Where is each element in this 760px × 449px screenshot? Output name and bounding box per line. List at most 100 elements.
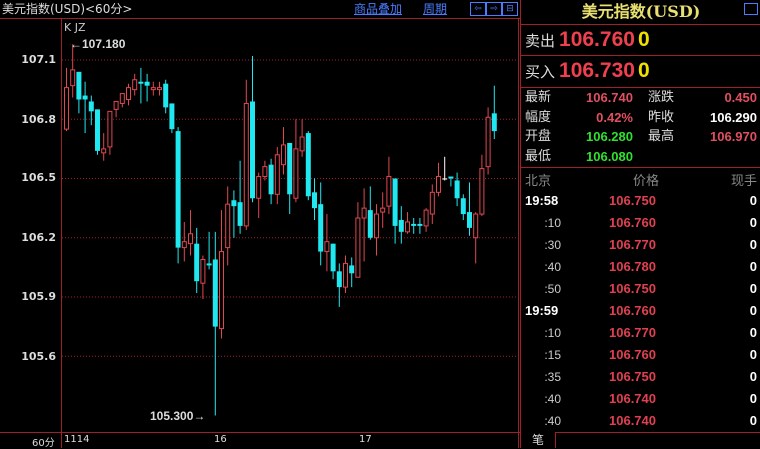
candle-body [460,198,466,215]
candle-body [473,213,479,239]
candle-body [423,209,429,227]
candle-body [448,176,454,179]
candle-body [82,95,88,100]
candlestick-chart[interactable] [0,0,520,448]
chart-title-bar: 美元指数(USD)<60分> 商品叠加 周期 ⇦ ⇨ ⊟ [0,0,520,19]
tick-header-time: 北京 [525,174,552,189]
buy-label: 买入 [525,63,556,81]
date-label: 16 [214,434,227,445]
tick-time: :10 [544,216,561,230]
tick-price: 106.770 [609,237,656,252]
stat-label: 昨收 [648,109,675,125]
candle-body [150,87,156,91]
y-tick: 106.5 [21,171,56,184]
stat-label: 最高 [648,129,675,144]
tick-volume: 0 [749,193,757,208]
stat-value: 0.450 [724,90,757,105]
candle-body [274,154,280,195]
candle-body [256,176,262,199]
quote-panel: 美元指数(USD) 卖出 106.760 0 买入 106.730 0 最新 106.74… [520,0,760,448]
candle-body [163,83,169,108]
sell-quote: 卖出 106.760 0 [525,25,650,55]
low-marker: 105.300→ [150,409,206,423]
overlay-link[interactable]: 商品叠加 [354,2,403,16]
candle-body [169,103,175,130]
tick-price: 106.770 [609,325,656,340]
stat-value: 106.290 [710,109,757,125]
candle-body [250,101,255,199]
candle-body [76,71,82,100]
period-link[interactable]: 周期 [423,2,448,16]
tick-row: :40 106.740 0 [521,410,760,432]
candle-body [324,241,330,253]
candle-body [287,142,293,195]
candle-body [380,207,386,213]
maximize-button[interactable] [744,3,758,15]
divider [521,55,760,56]
candle-body [188,233,193,245]
candle-body [361,207,367,219]
candle-body [157,87,162,91]
candle-body [225,203,231,249]
sell-volume: 0 [637,28,650,51]
candle-body [429,191,435,215]
y-tick: 105.9 [21,290,56,303]
candle-body [293,148,299,199]
y-tick: 106.8 [21,113,56,126]
buy-quote: 买入 106.730 0 [525,56,650,86]
candle-body [299,136,305,152]
divider [521,24,760,25]
tick-header-volume: 现手 [730,174,757,189]
tick-time: 19:59 [525,303,559,318]
chart-title: 美元指数(USD)<60分> [2,2,133,16]
tick-header-price: 价格 [633,174,660,189]
candle-body [70,69,76,87]
tick-price: 106.750 [609,369,656,384]
stat-label: 涨跌 [648,90,675,105]
candle-body [212,259,218,327]
buy-volume: 0 [637,59,650,82]
candle-body [107,110,113,148]
candle-body [454,180,460,199]
tick-price: 106.780 [609,259,656,274]
tick-volume: 0 [749,281,757,296]
scroll-right-button[interactable]: ⇨ [486,2,502,16]
candle-body [330,243,336,272]
candle-body [392,178,398,226]
tick-row: 19:59 106.760 0 [521,300,760,322]
tick-volume: 0 [749,303,757,318]
candle-body [281,144,286,166]
split-view-button[interactable]: ⊟ [502,2,518,16]
scroll-left-button[interactable]: ⇦ [470,2,486,16]
tick-time: :40 [544,414,561,428]
sell-label: 卖出 [525,32,556,50]
candle-body [101,148,107,154]
stat-value: 106.280 [586,129,633,144]
tick-row: :15 106.760 0 [521,344,760,366]
candle-body [398,219,404,232]
candle-body [200,258,206,284]
tick-time: :30 [544,238,561,252]
high-marker-value: 107.180 [82,37,126,51]
candle-body [181,241,187,249]
tick-time: :50 [544,282,561,296]
candle-body [318,204,324,252]
indicator-label: K JZ [64,21,86,34]
tick-row: :40 106.780 0 [521,256,760,278]
candle-body [405,221,410,233]
tab-trades[interactable]: 笔 [521,432,556,448]
high-marker: ←107.180 [70,37,126,51]
chart-pane: 美元指数(USD)<60分> 商品叠加 周期 ⇦ ⇨ ⊟ K JZ ←107.1… [0,0,520,449]
date-label: 17 [359,434,372,445]
candle-body [411,223,417,226]
tick-volume: 0 [749,215,757,230]
candle-body [237,202,243,226]
candle-body [467,212,472,228]
tick-time: :35 [544,370,561,384]
candle-body [355,217,361,278]
tick-row: :10 106.760 0 [521,212,760,234]
y-tick: 105.6 [21,350,56,363]
y-tick: 106.2 [21,231,56,244]
tick-time: :40 [544,392,561,406]
tick-row: :50 106.750 0 [521,278,760,300]
